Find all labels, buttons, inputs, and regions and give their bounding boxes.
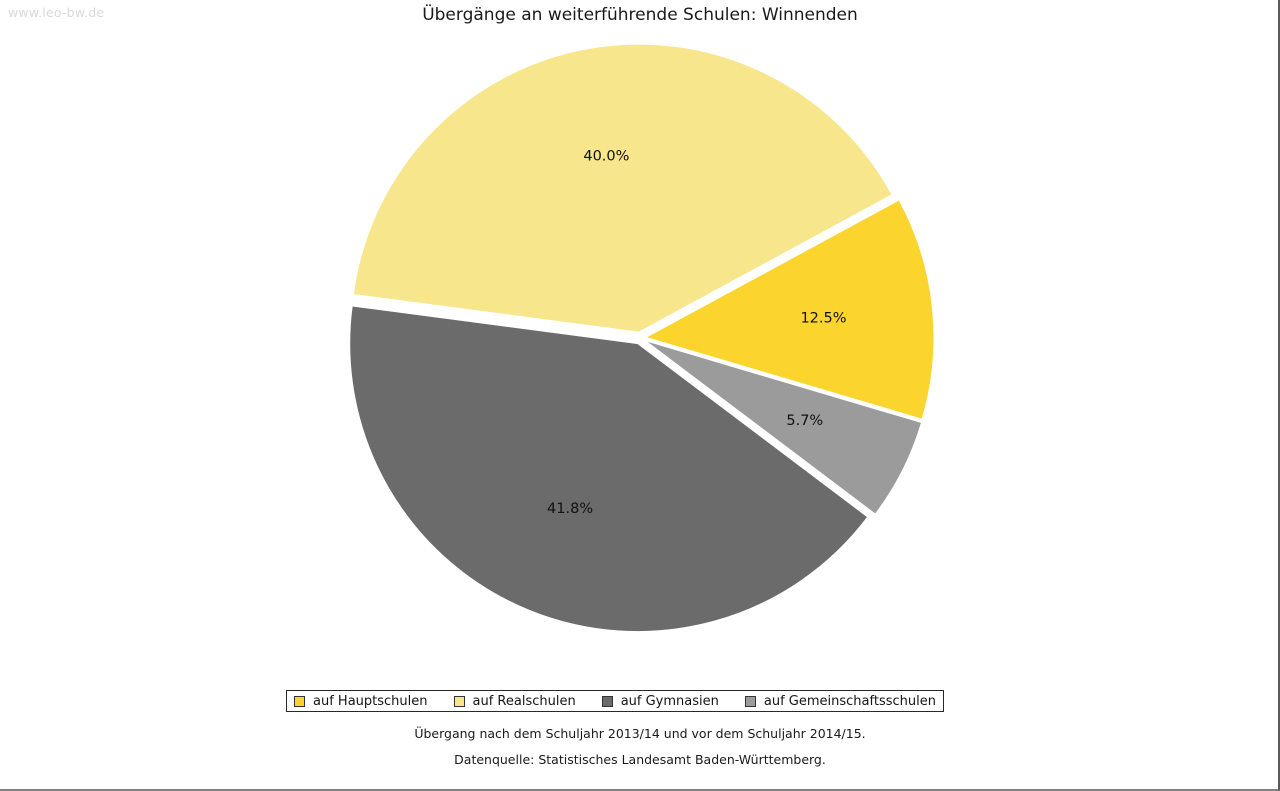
pie-slice-label-0: 12.5% <box>800 311 846 327</box>
pie-slice-labels: 12.5% 5.7% 41.8% 40.0% <box>547 149 846 517</box>
legend-label-0: auf Hauptschulen <box>313 693 428 709</box>
footnote-transition-note: Übergang nach dem Schuljahr 2013/14 und … <box>414 726 866 741</box>
legend-swatch-icon-3 <box>744 695 756 707</box>
pie-slice-label-2: 41.8% <box>547 501 593 517</box>
pie-slice-3[interactable] <box>352 43 893 333</box>
pie-slice-label-1: 5.7% <box>786 413 823 429</box>
legend-item-hauptschulen[interactable]: auf Hauptschulen <box>294 694 428 709</box>
chart-legend: auf Hauptschulen auf Realschulen auf Gym… <box>286 690 944 712</box>
pie-slice-2[interactable] <box>349 305 869 633</box>
legend-item-realschulen[interactable]: auf Realschulen <box>453 693 576 709</box>
pie-slice-label-3: 40.0% <box>583 149 629 165</box>
footnote-data-source: Datenquelle: Statistisches Landesamt Bad… <box>454 752 826 767</box>
pie-chart-svg: 12.5% 5.7% 41.8% 40.0% <box>349 43 935 633</box>
legend-label-3: auf Gemeinschaftsschulen <box>763 693 936 709</box>
legend-swatch-icon-1 <box>453 695 465 707</box>
legend-item-gymnasien[interactable]: auf Gymnasien <box>601 693 719 709</box>
pie-chart: 12.5% 5.7% 41.8% 40.0% <box>349 43 935 633</box>
legend-label-1: auf Realschulen <box>472 693 576 709</box>
legend-swatch-icon-0 <box>294 695 305 707</box>
pie-slices <box>349 43 935 633</box>
pie-slice-1[interactable] <box>645 340 923 515</box>
watermark-label: www.leo-bw.de <box>8 5 105 20</box>
legend-item-gemeinschaftsschulen[interactable]: auf Gemeinschaftsschulen <box>744 693 936 709</box>
page-title: Übergänge an weiterführende Schulen: Win… <box>422 5 858 25</box>
legend-swatch-icon-2 <box>601 695 613 707</box>
pie-slice-0[interactable] <box>644 199 935 420</box>
legend-label-2: auf Gymnasien <box>620 693 719 709</box>
